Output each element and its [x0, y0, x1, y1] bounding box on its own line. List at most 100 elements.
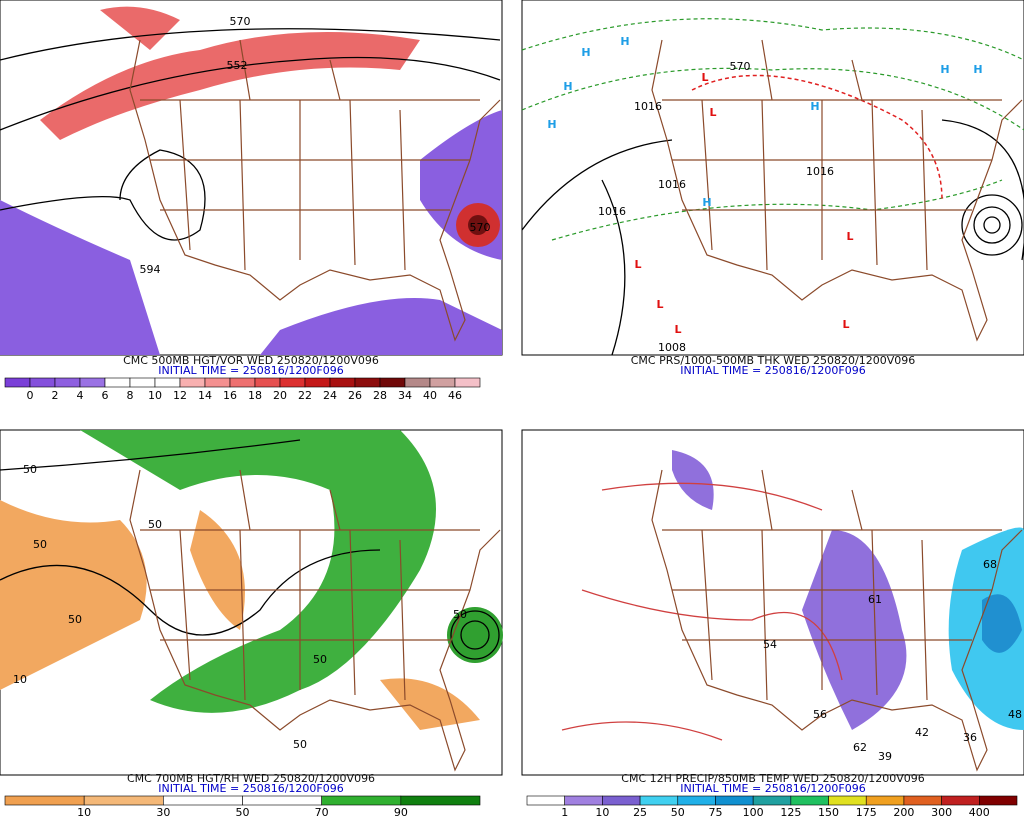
colorbar-swatch [79, 377, 106, 388]
colorbar-label: 2 [52, 389, 59, 402]
contour-label: 50 [313, 653, 327, 666]
pressure-center: H [547, 118, 556, 131]
colorbar-swatch [54, 377, 81, 388]
contour-label: 39 [878, 750, 892, 763]
colorbar-swatch [903, 795, 942, 806]
contour-label: 36 [963, 731, 977, 744]
colorbar-label: 22 [298, 389, 312, 402]
colorbar-swatch [979, 795, 1018, 806]
colorbar-swatch [154, 377, 181, 388]
colorbar-swatch [941, 795, 980, 806]
colorbar-label: 75 [708, 806, 722, 819]
map-precipitation [521, 429, 1024, 776]
colorbar-swatch [526, 795, 565, 806]
colorbar-swatch [828, 795, 867, 806]
pressure-center: H [940, 63, 949, 76]
contour-label: 68 [983, 558, 997, 571]
colorbar-swatch [677, 795, 716, 806]
map-caption: CMC 12H PRECIP/850MB TEMP WED 250820/120… [621, 772, 924, 785]
colorbar-label: 12 [173, 389, 187, 402]
contour-label: 50 [23, 463, 37, 476]
colorbar-label: 34 [398, 389, 412, 402]
colorbar-swatch [564, 795, 603, 806]
contour-label: 42 [915, 726, 929, 739]
initial-time: INITIAL TIME = 250816/1200F096 [158, 364, 343, 377]
colorbar-swatch [379, 377, 406, 388]
colorbar-label: 50 [236, 806, 250, 819]
colorbar-swatch [129, 377, 156, 388]
colorbar-swatch [242, 795, 322, 806]
map-pressure [521, 0, 1024, 356]
colorbar-swatch [204, 377, 231, 388]
contour-label: 1016 [658, 178, 686, 191]
colorbar-swatch [163, 795, 243, 806]
colorbar-label: 24 [323, 389, 337, 402]
colorbar-label: 6 [102, 389, 109, 402]
colorbar-swatch [865, 795, 905, 806]
colorbar-label: 175 [856, 806, 877, 819]
map-caption: CMC PRS/1000-500MB THK WED 250820/1200V0… [631, 354, 916, 367]
colorbar-swatch [179, 377, 206, 388]
contour-label: 61 [868, 593, 882, 606]
contour-label: 50 [293, 738, 307, 751]
contour-label: 1016 [634, 100, 662, 113]
colorbar-swatch [602, 795, 641, 806]
colorbar-swatch [254, 377, 281, 388]
colorbar-label: 90 [394, 806, 408, 819]
contour-label: 570 [730, 60, 751, 73]
pressure-center: L [701, 71, 708, 84]
initial-time: INITIAL TIME = 250816/1200F096 [680, 782, 865, 795]
colorbar-label: 70 [315, 806, 329, 819]
pressure-center: L [846, 230, 853, 243]
contour-label: 570 [230, 15, 251, 28]
colorbar-label: 300 [931, 806, 952, 819]
colorbar-label: 30 [156, 806, 170, 819]
colorbar-label: 26 [348, 389, 362, 402]
colorbar-label: 150 [818, 806, 839, 819]
contour-label: 552 [227, 59, 248, 72]
contour-label: 1008 [658, 341, 686, 354]
contour-label: 1016 [806, 165, 834, 178]
colorbar-swatch [639, 795, 679, 806]
contour-label: 570 [470, 221, 491, 234]
colorbar-swatch [454, 377, 481, 388]
colorbar-swatch [304, 377, 331, 388]
colorbar-swatch [429, 377, 456, 388]
colorbar-label: 28 [373, 389, 387, 402]
colorbar-swatch [354, 377, 381, 388]
pressure-center: L [656, 298, 663, 311]
colorbar-swatch [4, 795, 85, 806]
contour-label: 50 [68, 613, 82, 626]
colorbar-swatch [83, 795, 164, 806]
colorbar-label: 0 [27, 389, 34, 402]
map-vorticity [0, 0, 503, 356]
map-humidity [0, 429, 503, 776]
initial-time: INITIAL TIME = 250816/1200F096 [680, 364, 865, 377]
colorbar-label: 400 [969, 806, 990, 819]
colorbar-label: 46 [448, 389, 462, 402]
colorbar-label: 16 [223, 389, 237, 402]
colorbar-swatch [752, 795, 792, 806]
colorbar-label: 18 [248, 389, 262, 402]
colorbar-swatch [715, 795, 754, 806]
contour-label: 50 [148, 518, 162, 531]
colorbar-label: 8 [127, 389, 134, 402]
contour-label: 594 [140, 263, 161, 276]
pressure-center: H [620, 35, 629, 48]
colorbar-label: 100 [743, 806, 764, 819]
colorbar-swatch [29, 377, 56, 388]
pressure-center: H [810, 100, 819, 113]
pressure-center: L [842, 318, 849, 331]
colorbar-label: 10 [595, 806, 609, 819]
colorbar-swatch [790, 795, 829, 806]
pressure-center: H [973, 63, 982, 76]
pressure-center: H [563, 80, 572, 93]
contour-label: 48 [1008, 708, 1022, 721]
colorbar-label: 50 [671, 806, 685, 819]
colorbar-label: 25 [633, 806, 647, 819]
colorbar-label: 14 [198, 389, 212, 402]
contour-label: 56 [813, 708, 827, 721]
colorbar-label: 200 [893, 806, 914, 819]
map-caption: CMC 500MB HGT/VOR WED 250820/1200V096 [123, 354, 379, 367]
colorbar-label: 125 [780, 806, 801, 819]
